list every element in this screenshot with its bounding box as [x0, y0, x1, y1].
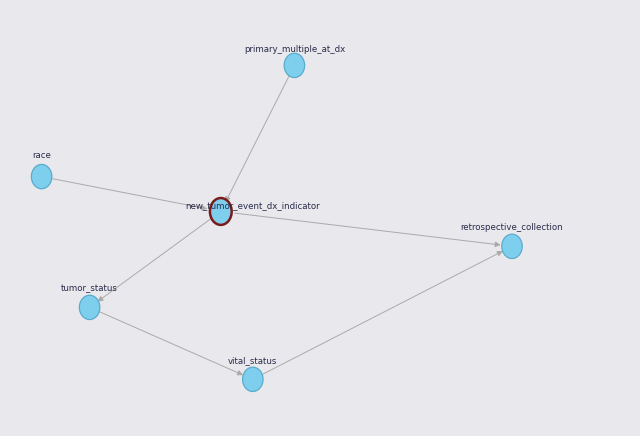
Ellipse shape: [31, 164, 52, 189]
Ellipse shape: [502, 234, 522, 259]
Ellipse shape: [243, 367, 263, 392]
Text: new_tumor_event_dx_indicator: new_tumor_event_dx_indicator: [186, 201, 320, 211]
Text: primary_multiple_at_dx: primary_multiple_at_dx: [244, 45, 345, 54]
Ellipse shape: [210, 198, 232, 225]
Ellipse shape: [284, 53, 305, 78]
Text: tumor_status: tumor_status: [61, 284, 118, 293]
Ellipse shape: [79, 295, 100, 320]
Text: vital_status: vital_status: [228, 356, 278, 365]
Text: retrospective_collection: retrospective_collection: [461, 223, 563, 232]
Text: race: race: [32, 151, 51, 160]
